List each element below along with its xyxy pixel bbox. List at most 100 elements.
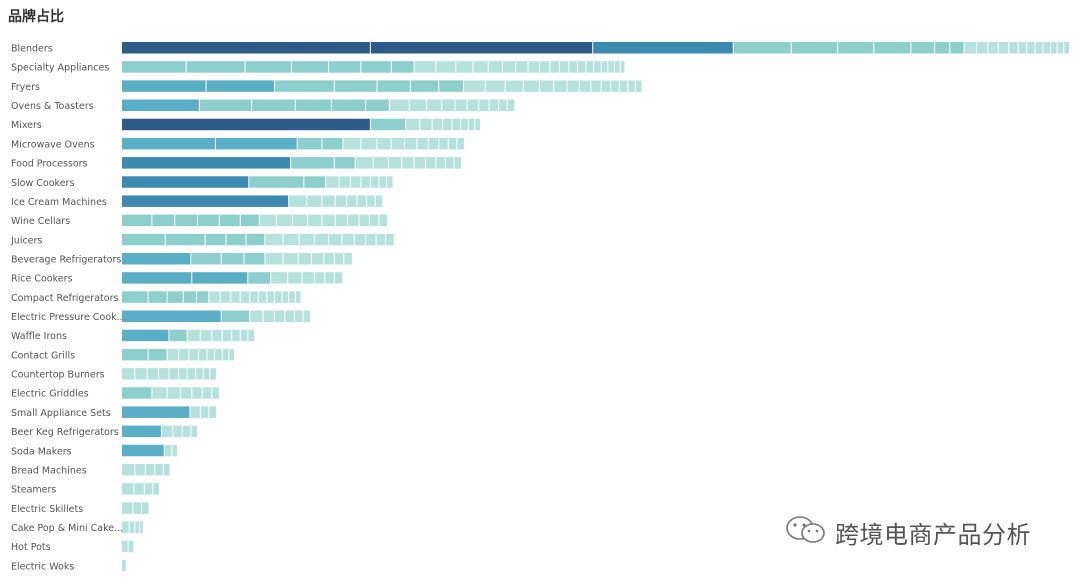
bar-segment (122, 99, 199, 112)
bar-segment (874, 42, 911, 54)
bar-segment (359, 214, 369, 227)
bar-segment (122, 559, 126, 572)
bar-segment (334, 157, 355, 169)
bar-segment (468, 118, 475, 131)
bar-segment (135, 521, 140, 533)
bar-segment (252, 99, 295, 112)
bar-segment (240, 291, 250, 303)
bar-segment (129, 521, 135, 533)
bar-segment (463, 80, 485, 92)
bar-segment (628, 80, 635, 92)
bar-segment (122, 42, 370, 54)
category-label: Ice Cream Machines (11, 197, 107, 208)
bar-segment (389, 99, 409, 112)
watermark-text: 跨境电商产品分析 (835, 520, 1031, 549)
bar-segment (164, 444, 172, 457)
bar-segment (122, 463, 135, 476)
bar-segment (448, 137, 457, 150)
bar-segment (202, 387, 212, 399)
bar-segment (282, 291, 289, 303)
bar-segment (569, 61, 577, 73)
bar-segment (425, 157, 436, 169)
bar-segment (339, 176, 350, 188)
bar-segment (122, 195, 289, 207)
bar-segment (620, 61, 625, 73)
bar-segment (591, 80, 601, 92)
bar-segment (221, 310, 250, 323)
bar-segment (240, 329, 248, 342)
bar-segment (263, 310, 274, 323)
bar-segment (410, 80, 439, 92)
bar-segment (329, 233, 342, 246)
bar-segment (148, 291, 167, 303)
bar-segment (244, 252, 265, 265)
category-label: Electric Skillets (11, 504, 83, 515)
category-label: Waffle Irons (11, 331, 67, 342)
bar-segment (122, 137, 216, 150)
category-label: Specialty Appliances (11, 63, 109, 74)
bar-segment (207, 348, 215, 361)
category-label: Beverage Refrigerators (11, 254, 121, 265)
bar-segment (507, 99, 515, 112)
bar-segment (169, 368, 178, 380)
bar-segment (324, 252, 334, 265)
bar-segment (619, 80, 628, 92)
bar-segment (167, 348, 178, 361)
bar-segment (391, 61, 414, 73)
category-label: Electric Griddles (11, 389, 89, 400)
bar-segment (294, 310, 303, 323)
bar-segment (267, 291, 274, 303)
category-label: Electric Pressure Cook... (11, 312, 126, 323)
bar-segment (377, 137, 391, 150)
bar-segment (402, 157, 414, 169)
category-label: Steamers (11, 485, 56, 496)
category-label: Fryers (11, 82, 40, 93)
bar-segment (122, 425, 161, 438)
bar-segment (334, 252, 344, 265)
category-label: Contact Grills (11, 350, 75, 361)
bar-segment (370, 176, 379, 188)
bar-segment (155, 463, 163, 476)
bar-segment (133, 502, 141, 514)
bar-segment (200, 406, 209, 418)
bar-segment (222, 329, 232, 342)
bar-segment (457, 137, 464, 150)
bar-segment (216, 137, 297, 150)
bar-segment (285, 310, 294, 323)
bar-segment (586, 61, 594, 73)
bar-segment (593, 42, 733, 54)
bar-segment (295, 291, 301, 303)
bar-segment (579, 80, 591, 92)
bar-segment (226, 233, 246, 246)
bar-segment (169, 329, 187, 342)
bar-segment (409, 99, 426, 112)
bar-segment (539, 80, 554, 92)
bar-segment (998, 42, 1009, 54)
bar-segment (271, 272, 288, 284)
bar-segment (523, 80, 539, 92)
bar-segment (152, 387, 167, 399)
bar-segment (229, 348, 235, 361)
bar-segment (334, 80, 377, 92)
bar-segment (122, 252, 191, 265)
bar-segment (274, 80, 334, 92)
bar-segment (370, 42, 593, 54)
bar-segment (539, 61, 550, 73)
bar-segment (473, 61, 488, 73)
bar-segment (452, 118, 461, 131)
bar-segment (248, 329, 254, 342)
bar-segment (379, 214, 387, 227)
bar-segment (554, 80, 567, 92)
bar-segment (200, 329, 212, 342)
category-label: Food Processors (11, 159, 88, 170)
bar-segment (167, 387, 180, 399)
bar-segment (187, 329, 200, 342)
bar-segment (159, 368, 169, 380)
bar-segment (197, 214, 219, 227)
bar-segment (192, 272, 248, 284)
bar-segment (391, 137, 405, 150)
bar-segment (299, 233, 314, 246)
bar-segment (212, 387, 219, 399)
bar-segment (298, 252, 311, 265)
bar-segment (505, 80, 523, 92)
